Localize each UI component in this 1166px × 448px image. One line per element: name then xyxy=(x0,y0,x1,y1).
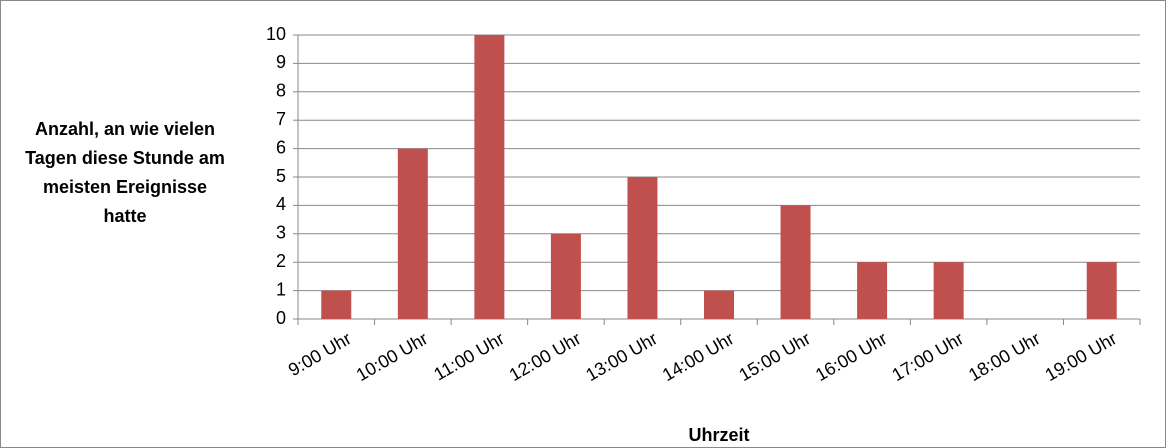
y-tick-label: 1 xyxy=(276,279,286,299)
y-tick-label: 0 xyxy=(276,308,286,328)
y-tick-label: 5 xyxy=(276,166,286,186)
bar xyxy=(321,290,352,319)
bar xyxy=(1086,262,1117,319)
y-tick-label: 6 xyxy=(276,137,286,157)
y-tick-label: 9 xyxy=(276,52,286,72)
bar xyxy=(780,205,811,319)
y-tick-label: 8 xyxy=(276,81,286,101)
bar xyxy=(627,177,658,319)
bar xyxy=(704,290,734,319)
y-axis-title: Anzahl, an wie vielen Tagen diese Stunde… xyxy=(25,119,225,226)
y-tick-label: 4 xyxy=(276,194,286,214)
y-tick-label: 2 xyxy=(276,251,286,271)
bar xyxy=(474,35,505,319)
bar xyxy=(550,233,581,319)
bar xyxy=(933,262,964,319)
x-axis-title: Uhrzeit xyxy=(688,425,749,445)
bar xyxy=(397,148,428,319)
y-tick-label: 3 xyxy=(276,223,286,243)
y-tick-label: 7 xyxy=(276,109,286,129)
y-tick-label: 10 xyxy=(266,24,286,44)
bar xyxy=(857,262,888,319)
